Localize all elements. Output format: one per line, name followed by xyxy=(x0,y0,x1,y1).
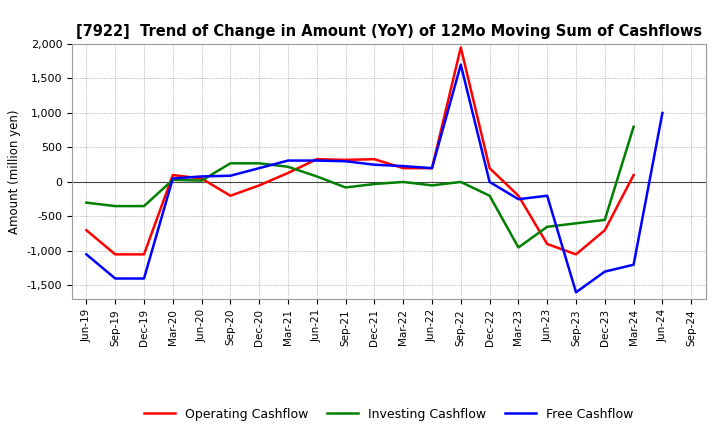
Free Cashflow xyxy=(600,269,609,274)
Line: Free Cashflow: Free Cashflow xyxy=(86,65,662,292)
Operating Cashflow xyxy=(111,252,120,257)
Free Cashflow xyxy=(456,62,465,67)
Free Cashflow xyxy=(312,158,321,163)
Operating Cashflow xyxy=(255,183,264,188)
Free Cashflow xyxy=(226,173,235,178)
Free Cashflow xyxy=(399,163,408,169)
Investing Cashflow xyxy=(399,180,408,185)
Investing Cashflow xyxy=(255,161,264,166)
Investing Cashflow xyxy=(456,180,465,185)
Operating Cashflow xyxy=(629,172,638,178)
Investing Cashflow xyxy=(140,203,148,209)
Operating Cashflow xyxy=(226,193,235,198)
Operating Cashflow xyxy=(600,227,609,233)
Free Cashflow xyxy=(255,165,264,171)
Operating Cashflow xyxy=(370,157,379,162)
Free Cashflow xyxy=(370,162,379,167)
Line: Operating Cashflow: Operating Cashflow xyxy=(86,48,634,254)
Legend: Operating Cashflow, Investing Cashflow, Free Cashflow: Operating Cashflow, Investing Cashflow, … xyxy=(139,403,639,425)
Investing Cashflow xyxy=(312,174,321,179)
Operating Cashflow xyxy=(428,165,436,171)
Free Cashflow xyxy=(629,262,638,268)
Investing Cashflow xyxy=(514,245,523,250)
Investing Cashflow xyxy=(168,177,177,183)
Y-axis label: Amount (million yen): Amount (million yen) xyxy=(8,110,21,234)
Investing Cashflow xyxy=(629,124,638,129)
Investing Cashflow xyxy=(111,203,120,209)
Investing Cashflow xyxy=(600,217,609,223)
Operating Cashflow xyxy=(485,165,494,171)
Investing Cashflow xyxy=(370,181,379,187)
Free Cashflow xyxy=(197,174,206,179)
Operating Cashflow xyxy=(312,157,321,162)
Free Cashflow xyxy=(485,180,494,185)
Operating Cashflow xyxy=(543,242,552,247)
Free Cashflow xyxy=(111,276,120,281)
Investing Cashflow xyxy=(226,161,235,166)
Operating Cashflow xyxy=(82,227,91,233)
Operating Cashflow xyxy=(514,193,523,198)
Operating Cashflow xyxy=(168,172,177,178)
Free Cashflow xyxy=(284,158,292,163)
Free Cashflow xyxy=(140,276,148,281)
Investing Cashflow xyxy=(82,200,91,205)
Free Cashflow xyxy=(428,165,436,171)
Investing Cashflow xyxy=(284,164,292,169)
Free Cashflow xyxy=(341,158,350,164)
Free Cashflow xyxy=(572,290,580,295)
Operating Cashflow xyxy=(197,176,206,181)
Operating Cashflow xyxy=(140,252,148,257)
Free Cashflow xyxy=(543,193,552,198)
Free Cashflow xyxy=(514,197,523,202)
Free Cashflow xyxy=(658,110,667,116)
Operating Cashflow xyxy=(572,252,580,257)
Investing Cashflow xyxy=(572,221,580,226)
Investing Cashflow xyxy=(428,183,436,188)
Title: [7922]  Trend of Change in Amount (YoY) of 12Mo Moving Sum of Cashflows: [7922] Trend of Change in Amount (YoY) o… xyxy=(76,24,702,39)
Operating Cashflow xyxy=(341,157,350,162)
Investing Cashflow xyxy=(543,224,552,229)
Operating Cashflow xyxy=(456,45,465,50)
Free Cashflow xyxy=(168,176,177,181)
Operating Cashflow xyxy=(399,165,408,171)
Investing Cashflow xyxy=(485,193,494,198)
Free Cashflow xyxy=(82,252,91,257)
Line: Investing Cashflow: Investing Cashflow xyxy=(86,127,634,247)
Investing Cashflow xyxy=(197,178,206,183)
Operating Cashflow xyxy=(284,170,292,176)
Investing Cashflow xyxy=(341,185,350,190)
